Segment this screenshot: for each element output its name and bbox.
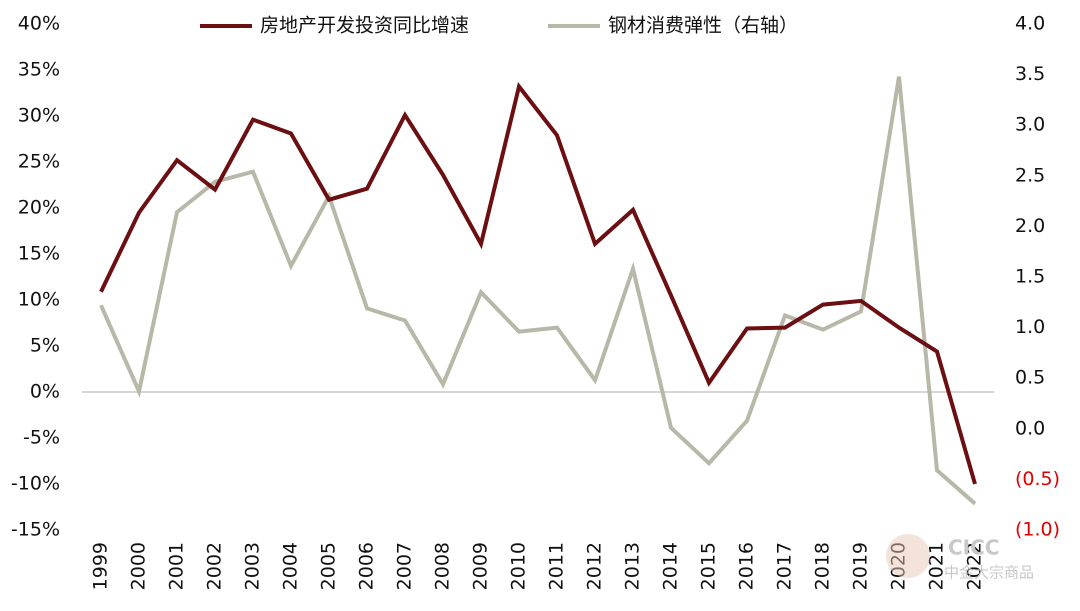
y2-tick-label: 3.0 (1015, 114, 1045, 136)
x-tick-label: 2009 (470, 542, 492, 590)
legend-label: 钢材消费弹性（右轴） (608, 15, 798, 37)
legend-label: 房地产开发投资同比增速 (260, 15, 469, 37)
y-tick-label: -15% (11, 519, 60, 541)
x-tick-label: 2021 (926, 542, 948, 590)
x-tick-label: 2012 (584, 542, 606, 590)
series-line (99, 76, 977, 506)
x-tick-label: 2002 (204, 542, 226, 590)
y2-tick-label: 2.5 (1015, 164, 1045, 186)
watermark: CICC (948, 536, 999, 560)
y-tick-label: 25% (18, 151, 60, 173)
x-tick-label: 2010 (508, 542, 530, 590)
y-tick-label: 15% (18, 243, 60, 265)
y2-tick-label: 4.0 (1015, 13, 1045, 35)
x-tick-label: 2018 (812, 542, 834, 590)
x-tick-label: 2022 (964, 542, 986, 590)
y2-tick-label: 0.5 (1015, 367, 1045, 389)
x-tick-label: 2004 (280, 542, 302, 590)
y2-tick-label: 2.0 (1015, 215, 1045, 237)
x-tick-label: 2013 (622, 542, 644, 590)
x-tick-label: 2006 (356, 542, 378, 590)
y2-tick-label: 3.5 (1015, 63, 1045, 85)
x-tick-label: 2003 (242, 542, 264, 590)
y-tick-label: 20% (18, 197, 60, 219)
x-tick-label: 2011 (546, 542, 568, 590)
x-tick-label: 2008 (432, 542, 454, 590)
y-tick-label: -5% (23, 427, 60, 449)
x-tick-label: 2015 (698, 542, 720, 590)
x-tick-label: 2014 (660, 542, 682, 590)
x-tick-label: 2005 (318, 542, 340, 590)
y-tick-label: -10% (11, 473, 60, 495)
watermark-sub: 中金大宗商品 (944, 564, 1034, 582)
x-tick-label: 1999 (90, 542, 112, 590)
y-tick-label: 5% (30, 335, 60, 357)
x-tick-label: 2017 (774, 542, 796, 590)
y2-tick-label: 1.5 (1015, 266, 1045, 288)
x-tick-label: 2007 (394, 542, 416, 590)
y2-tick-label: (0.5) (1015, 468, 1060, 490)
y-tick-label: 35% (18, 59, 60, 81)
y2-tick-label: 1.0 (1015, 316, 1045, 338)
y-tick-label: 0% (30, 381, 60, 403)
x-tick-label: 2001 (166, 542, 188, 590)
x-tick-label: 2016 (736, 542, 758, 590)
y-tick-label: 40% (18, 13, 60, 35)
series-line (99, 82, 977, 485)
x-tick-label: 2000 (128, 542, 150, 590)
y2-tick-label: 0.0 (1015, 417, 1045, 439)
x-tick-label: 2019 (850, 542, 872, 590)
y-tick-label: 30% (18, 105, 60, 127)
watermark-logo (886, 534, 930, 578)
y2-tick-label: (1.0) (1015, 519, 1060, 541)
y-tick-label: 10% (18, 289, 60, 311)
